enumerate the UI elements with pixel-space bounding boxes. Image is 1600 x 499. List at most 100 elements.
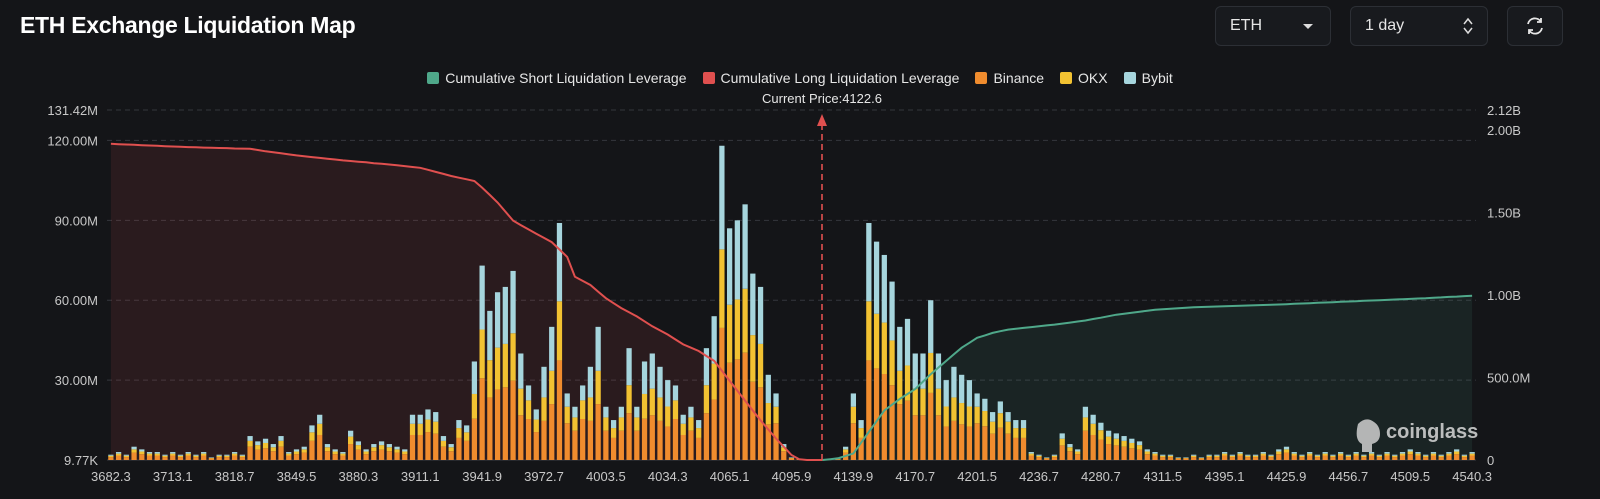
bar bbox=[425, 419, 431, 433]
bar bbox=[417, 414, 423, 424]
bar bbox=[1260, 455, 1266, 460]
bar bbox=[525, 385, 532, 401]
bar bbox=[1469, 452, 1475, 454]
watermark-text: coinglass bbox=[1386, 421, 1478, 443]
bar bbox=[1461, 454, 1468, 456]
bar bbox=[1268, 454, 1274, 456]
bar bbox=[1183, 458, 1189, 460]
y2-tick-label: 500.0M bbox=[1487, 370, 1530, 385]
bar bbox=[1314, 454, 1321, 456]
bar bbox=[1260, 452, 1266, 454]
legend-item[interactable]: OKX bbox=[1060, 70, 1108, 86]
bar bbox=[688, 406, 694, 418]
bar bbox=[208, 457, 215, 459]
bar bbox=[1260, 453, 1266, 456]
bar bbox=[456, 428, 462, 438]
legend-item[interactable]: Cumulative Long Liquidation Leverage bbox=[702, 70, 959, 86]
bar bbox=[1059, 438, 1065, 446]
bar bbox=[1028, 455, 1034, 460]
legend-label: OKX bbox=[1078, 70, 1108, 86]
bar bbox=[262, 442, 269, 449]
bar bbox=[1322, 452, 1328, 454]
bar bbox=[912, 415, 918, 460]
bar bbox=[1198, 457, 1205, 458]
bar bbox=[1399, 455, 1406, 460]
coin-value: ETH bbox=[1230, 17, 1262, 34]
bar bbox=[402, 449, 408, 452]
bar bbox=[456, 437, 462, 460]
coin-select[interactable]: ETH bbox=[1215, 6, 1331, 46]
bar bbox=[688, 430, 694, 460]
bar bbox=[1152, 455, 1158, 460]
bar bbox=[231, 452, 238, 454]
bar bbox=[580, 400, 586, 420]
bar bbox=[1430, 453, 1437, 456]
bar bbox=[487, 360, 493, 398]
bar bbox=[1283, 446, 1290, 450]
bar bbox=[726, 362, 733, 460]
bar bbox=[270, 447, 276, 452]
bar bbox=[278, 446, 284, 460]
bar bbox=[301, 446, 307, 450]
bar bbox=[773, 423, 779, 460]
bar bbox=[997, 413, 1003, 428]
bar bbox=[928, 300, 934, 353]
bar bbox=[1222, 455, 1228, 460]
bar bbox=[510, 270, 516, 334]
bar bbox=[1384, 453, 1390, 456]
bar bbox=[1082, 406, 1089, 418]
bar bbox=[1067, 444, 1073, 448]
legend-item[interactable]: Bybit bbox=[1123, 70, 1173, 86]
current-price-label: Current Price:4122.6 bbox=[762, 91, 882, 106]
x-tick-label: 4139.9 bbox=[833, 469, 873, 484]
bar bbox=[843, 449, 849, 453]
bar bbox=[239, 454, 245, 456]
bar bbox=[556, 222, 563, 302]
bar bbox=[920, 353, 926, 389]
bar bbox=[1345, 457, 1352, 460]
bar bbox=[278, 440, 284, 447]
bar bbox=[757, 343, 764, 388]
bar bbox=[696, 428, 702, 438]
bar bbox=[1175, 458, 1181, 460]
legend-item[interactable]: Binance bbox=[975, 70, 1044, 86]
bar bbox=[966, 406, 973, 427]
bar bbox=[115, 452, 122, 454]
bar bbox=[1322, 455, 1328, 460]
bar bbox=[904, 365, 911, 401]
refresh-button[interactable] bbox=[1507, 6, 1563, 46]
bar bbox=[1121, 436, 1127, 441]
bar bbox=[115, 455, 122, 460]
bar bbox=[146, 455, 153, 460]
bar bbox=[1322, 453, 1328, 456]
bar bbox=[951, 397, 957, 421]
x-tick-label: 3818.7 bbox=[215, 469, 255, 484]
bar bbox=[1214, 457, 1220, 460]
bar bbox=[471, 361, 478, 394]
period-select[interactable]: 1 day bbox=[1350, 6, 1488, 46]
bar bbox=[409, 423, 416, 435]
bar bbox=[1430, 455, 1437, 460]
legend-item[interactable]: Cumulative Short Liquidation Leverage bbox=[427, 70, 687, 86]
bar bbox=[1361, 457, 1367, 460]
bar bbox=[580, 385, 586, 401]
bar bbox=[1361, 455, 1367, 458]
bar bbox=[618, 430, 624, 460]
watermark: coinglass bbox=[1356, 419, 1478, 452]
bar bbox=[889, 340, 895, 386]
bar bbox=[185, 455, 191, 460]
y2-tick-label: 2.00B bbox=[1487, 123, 1521, 138]
bar bbox=[1222, 453, 1228, 456]
bar bbox=[1044, 457, 1050, 459]
bar bbox=[409, 434, 416, 460]
bar bbox=[1183, 457, 1189, 458]
bar bbox=[1005, 412, 1011, 422]
bar bbox=[417, 423, 423, 435]
x-tick-label: 4201.5 bbox=[957, 469, 997, 484]
bar bbox=[726, 228, 733, 305]
bar bbox=[1299, 455, 1305, 458]
bar bbox=[479, 265, 485, 330]
bar bbox=[464, 440, 470, 460]
bar bbox=[1098, 422, 1104, 431]
